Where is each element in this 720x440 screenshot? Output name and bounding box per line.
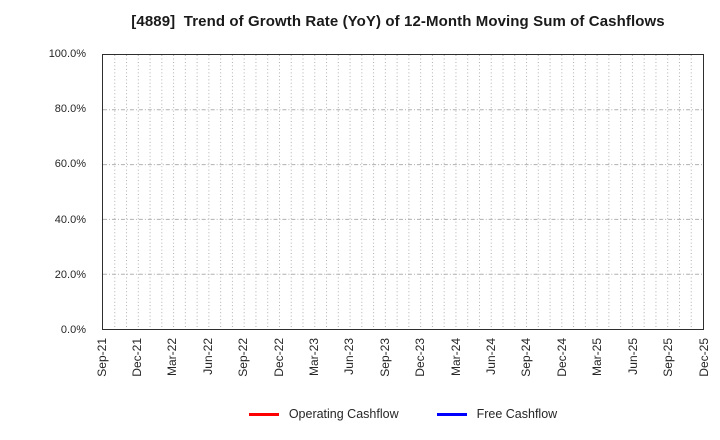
legend-item-free-cashflow: Free Cashflow [436, 407, 558, 421]
x-tick-label: Mar-24 [448, 338, 463, 377]
x-tick-label: Sep-24 [519, 338, 534, 377]
plot-area [102, 54, 704, 330]
legend-line-free-cashflow [436, 412, 467, 416]
legend-item-operating-cashflow: Operating Cashflow [248, 407, 399, 421]
y-tick-label: 0.0% [60, 324, 86, 336]
y-tick-label: 20.0% [54, 268, 86, 281]
x-tick-label: Sep-22 [236, 338, 251, 377]
gridlines [103, 55, 703, 329]
y-tick-label: 60.0% [54, 158, 86, 171]
x-tick-label: Dec-23 [413, 338, 428, 377]
x-tick-label: Jun-23 [342, 338, 357, 375]
x-tick-label: Sep-25 [661, 338, 676, 377]
x-tick-label: Sep-23 [377, 338, 392, 377]
y-tick-label: 40.0% [54, 213, 86, 226]
x-tick-label: Mar-23 [306, 338, 321, 377]
chart-title: [4889] Trend of Growth Rate (YoY) of 12-… [131, 13, 665, 30]
legend-label-operating-cashflow: Operating Cashflow [288, 407, 399, 421]
x-tick-label: Jun-24 [484, 338, 499, 375]
legend-line-operating-cashflow [248, 412, 279, 416]
y-tick-label: 100.0% [48, 48, 86, 60]
x-tick-label: Dec-25 [696, 338, 711, 377]
x-tick-label: Mar-25 [590, 338, 605, 377]
x-tick-label: Sep-21 [94, 338, 109, 377]
x-tick-label: Dec-24 [554, 338, 569, 377]
legend: Operating Cashflow Free Cashflow [102, 403, 704, 425]
x-tick-label: Dec-22 [271, 338, 286, 377]
x-tick-label: Jun-25 [625, 338, 640, 375]
legend-label-free-cashflow: Free Cashflow [476, 407, 558, 421]
x-tick-label: Jun-22 [200, 338, 215, 375]
x-tick-label: Mar-22 [165, 338, 180, 377]
y-tick-label: 80.0% [54, 103, 86, 116]
x-tick-label: Dec-21 [129, 338, 144, 377]
